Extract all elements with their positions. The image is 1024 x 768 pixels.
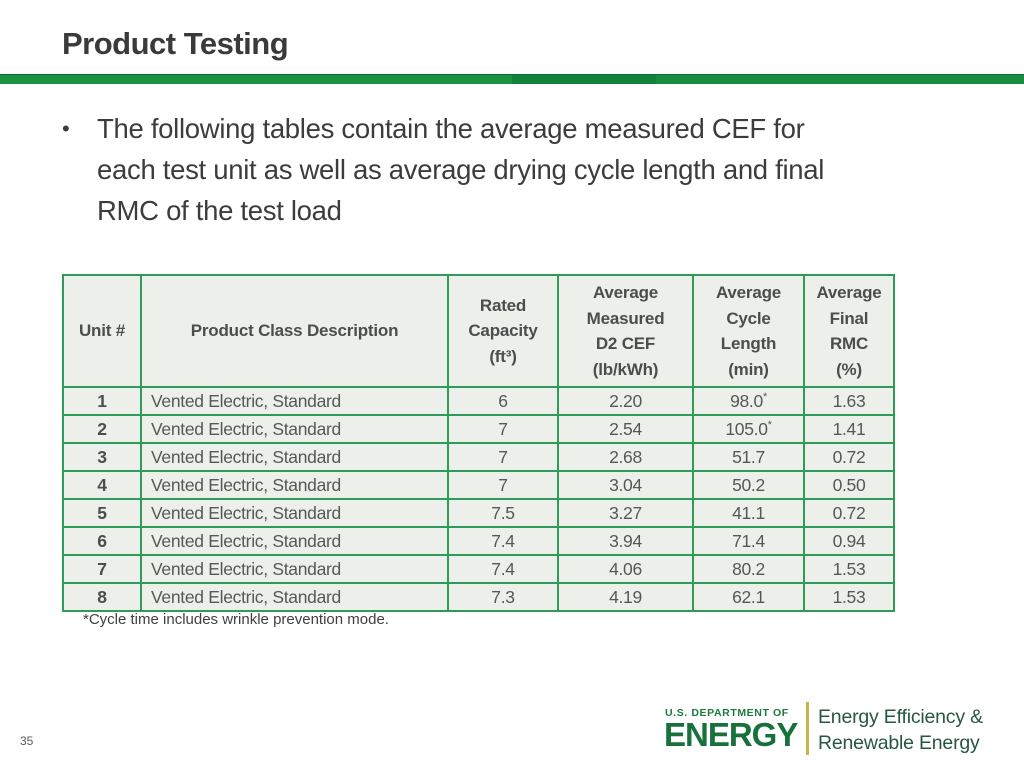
rated-capacity-cell: 7.5	[447, 498, 559, 528]
final-rmc-cell: 1.63	[803, 386, 895, 416]
bullet-item: • The following tables contain the avera…	[62, 108, 942, 231]
unit-number-cell: 3	[62, 442, 142, 472]
cycle-length-value: 51.7	[732, 446, 765, 467]
cycle-length-value: 71.4	[732, 530, 765, 551]
final-rmc-cell: 1.41	[803, 414, 895, 444]
measured-cef-cell: 3.04	[557, 470, 694, 500]
title-underline-bar-segment	[656, 74, 1024, 84]
product-class-cell: Vented Electric, Standard	[140, 554, 449, 584]
product-class-cell: Vented Electric, Standard	[140, 470, 449, 500]
column-header: Unit #	[62, 274, 142, 388]
final-rmc-cell: 1.53	[803, 582, 895, 612]
cycle-length-cell: 51.7	[692, 442, 805, 472]
final-rmc-cell: 0.72	[803, 498, 895, 528]
rated-capacity-cell: 7	[447, 414, 559, 444]
unit-number-cell: 6	[62, 526, 142, 556]
rated-capacity-cell: 7.4	[447, 554, 559, 584]
table-row: 4 Vented Electric, Standard 7 3.04 50.2 0.50	[62, 470, 895, 500]
unit-number-cell: 8	[62, 582, 142, 612]
rated-capacity-cell: 7	[447, 442, 559, 472]
column-header: Product Class Description	[140, 274, 449, 388]
measured-cef-cell: 2.54	[557, 414, 694, 444]
product-class-cell: Vented Electric, Standard	[140, 526, 449, 556]
table-row: 6 Vented Electric, Standard 7.4 3.94 71.4 0.9…	[62, 526, 895, 556]
table-footnote: *Cycle time includes wrinkle prevention …	[83, 611, 389, 628]
unit-number-cell: 2	[62, 414, 142, 444]
eere-office-name: Energy Efficiency & Renewable Energy	[818, 706, 983, 754]
final-rmc-cell: 0.72	[803, 442, 895, 472]
final-rmc-cell: 1.53	[803, 554, 895, 584]
measured-cef-cell: 4.06	[557, 554, 694, 584]
page-number: 35	[20, 734, 34, 748]
rated-capacity-cell: 7	[447, 470, 559, 500]
footnote-asterisk: *	[762, 390, 767, 403]
unit-number-cell: 5	[62, 498, 142, 528]
cycle-length-cell: 105.0*	[692, 414, 805, 444]
measured-cef-cell: 3.27	[557, 498, 694, 528]
table-row: 3 Vented Electric, Standard 7 2.68 51.7 0.72	[62, 442, 895, 472]
final-rmc-cell: 0.94	[803, 526, 895, 556]
column-header: Average Measured D2 CEF (lb/kWh)	[557, 274, 694, 388]
table-header-row: Unit # Product Class Description Rated Cap…	[62, 274, 895, 388]
cycle-length-cell: 80.2	[692, 554, 805, 584]
rated-capacity-cell: 7.3	[447, 582, 559, 612]
cycle-length-cell: 62.1	[692, 582, 805, 612]
product-class-cell: Vented Electric, Standard	[140, 442, 449, 472]
cycle-length-cell: 41.1	[692, 498, 805, 528]
table-row: 7 Vented Electric, Standard 7.4 4.06 80.2 1.5…	[62, 554, 895, 584]
page-title: Product Testing	[62, 26, 289, 61]
logo-divider	[806, 702, 809, 755]
measured-cef-cell: 2.20	[557, 386, 694, 416]
cycle-length-value: 62.1	[732, 586, 765, 607]
bullet-icon: •	[62, 116, 70, 141]
table-row: 2 Vented Electric, Standard 7 2.54 105.0* 1.4…	[62, 414, 895, 444]
table-row: 5 Vented Electric, Standard 7.5 3.27 41.1 0.7…	[62, 498, 895, 528]
footnote-asterisk: *	[767, 418, 772, 431]
product-class-cell: Vented Electric, Standard	[140, 498, 449, 528]
cycle-length-value: 41.1	[732, 502, 765, 523]
cycle-length-cell: 50.2	[692, 470, 805, 500]
measured-cef-cell: 4.19	[557, 582, 694, 612]
final-rmc-cell: 0.50	[803, 470, 895, 500]
product-class-cell: Vented Electric, Standard	[140, 582, 449, 612]
unit-number-cell: 4	[62, 470, 142, 500]
cycle-length-cell: 71.4	[692, 526, 805, 556]
doe-energy-logo: U.S. DEPARTMENT OF ENERGY Energy Efficie…	[664, 700, 1004, 760]
cycle-length-cell: 98.0*	[692, 386, 805, 416]
doe-department-label: U.S. DEPARTMENT OF	[665, 707, 789, 719]
column-header: Average Final RMC (%)	[803, 274, 895, 388]
unit-number-cell: 7	[62, 554, 142, 584]
measured-cef-cell: 3.94	[557, 526, 694, 556]
rated-capacity-cell: 6	[447, 386, 559, 416]
title-underline-bar-segment	[512, 74, 656, 84]
cycle-length-value: 50.2	[732, 474, 765, 495]
product-class-cell: Vented Electric, Standard	[140, 414, 449, 444]
cycle-length-value: 80.2	[732, 558, 765, 579]
table-row: 8 Vented Electric, Standard 7.3 4.19 62.1 1.5…	[62, 582, 895, 612]
rated-capacity-cell: 7.4	[447, 526, 559, 556]
column-header: Rated Capacity (ft³)	[447, 274, 559, 388]
title-underline-bar-segment	[0, 74, 512, 84]
table-row: 1 Vented Electric, Standard 6 2.20 98.0* 1.63	[62, 386, 895, 416]
column-header: Average Cycle Length (min)	[692, 274, 805, 388]
cycle-length-value: 98.0	[730, 390, 763, 411]
energy-wordmark: ENERGY	[664, 716, 798, 753]
unit-number-cell: 1	[62, 386, 142, 416]
cycle-length-value: 105.0	[725, 418, 768, 439]
bullet-text: The following tables contain the average…	[97, 113, 825, 226]
measured-cef-cell: 2.68	[557, 442, 694, 472]
product-class-cell: Vented Electric, Standard	[140, 386, 449, 416]
test-results-table: Unit # Product Class Description Rated Cap…	[62, 274, 895, 612]
